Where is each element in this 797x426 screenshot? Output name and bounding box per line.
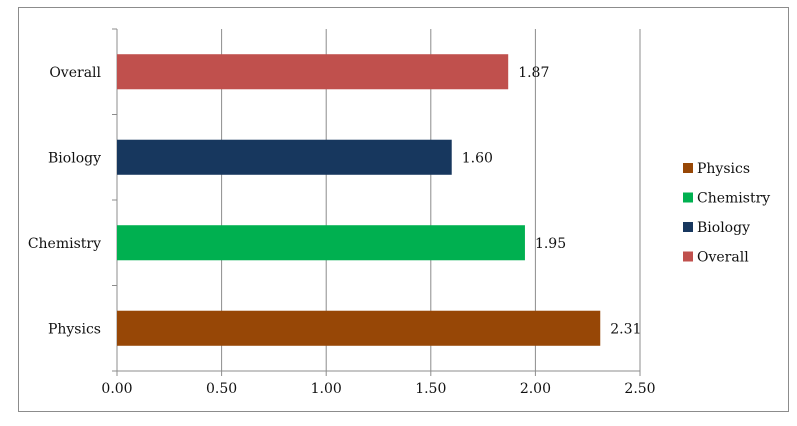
x-tick-label-2-50: 2.50 (624, 381, 655, 397)
bar-physics (117, 310, 601, 346)
legend-label-overall: Overall (697, 250, 749, 266)
category-label-biology: Biology (48, 150, 101, 166)
data-label-biology: 1.60 (462, 150, 493, 166)
bar-overall (117, 54, 509, 90)
legend-label-chemistry: Chemistry (697, 191, 770, 207)
legend-swatch-chemistry (683, 192, 693, 203)
x-tick-label-1-50: 1.50 (415, 381, 446, 397)
legend-swatch-overall (683, 251, 693, 262)
data-label-overall: 1.87 (518, 65, 549, 81)
category-label-physics: Physics (48, 321, 101, 337)
legend-label-biology: Biology (697, 220, 750, 236)
x-tick-label-0-50: 0.50 (206, 381, 237, 397)
labels: 0.00 0.50 1.00 1.50 2.00 2.50 Physics 2.31 Chemi… (28, 65, 656, 397)
bar-chemistry (117, 225, 525, 261)
legend: Physics Chemistry Biology Overall (683, 161, 770, 266)
category-label-chemistry: Chemistry (28, 236, 101, 252)
x-tick-label-1-00: 1.00 (311, 381, 342, 397)
x-tick-label-0-00: 0.00 (101, 381, 132, 397)
data-label-chemistry: 1.95 (535, 236, 566, 252)
x-tick-label-2-00: 2.00 (520, 381, 551, 397)
data-label-physics: 2.31 (610, 321, 641, 337)
legend-label-physics: Physics (697, 161, 750, 177)
bars (117, 54, 601, 346)
bar-biology (117, 139, 452, 175)
legend-swatch-physics (683, 163, 693, 173)
legend-swatch-biology (683, 222, 693, 232)
category-label-overall: Overall (49, 65, 101, 81)
